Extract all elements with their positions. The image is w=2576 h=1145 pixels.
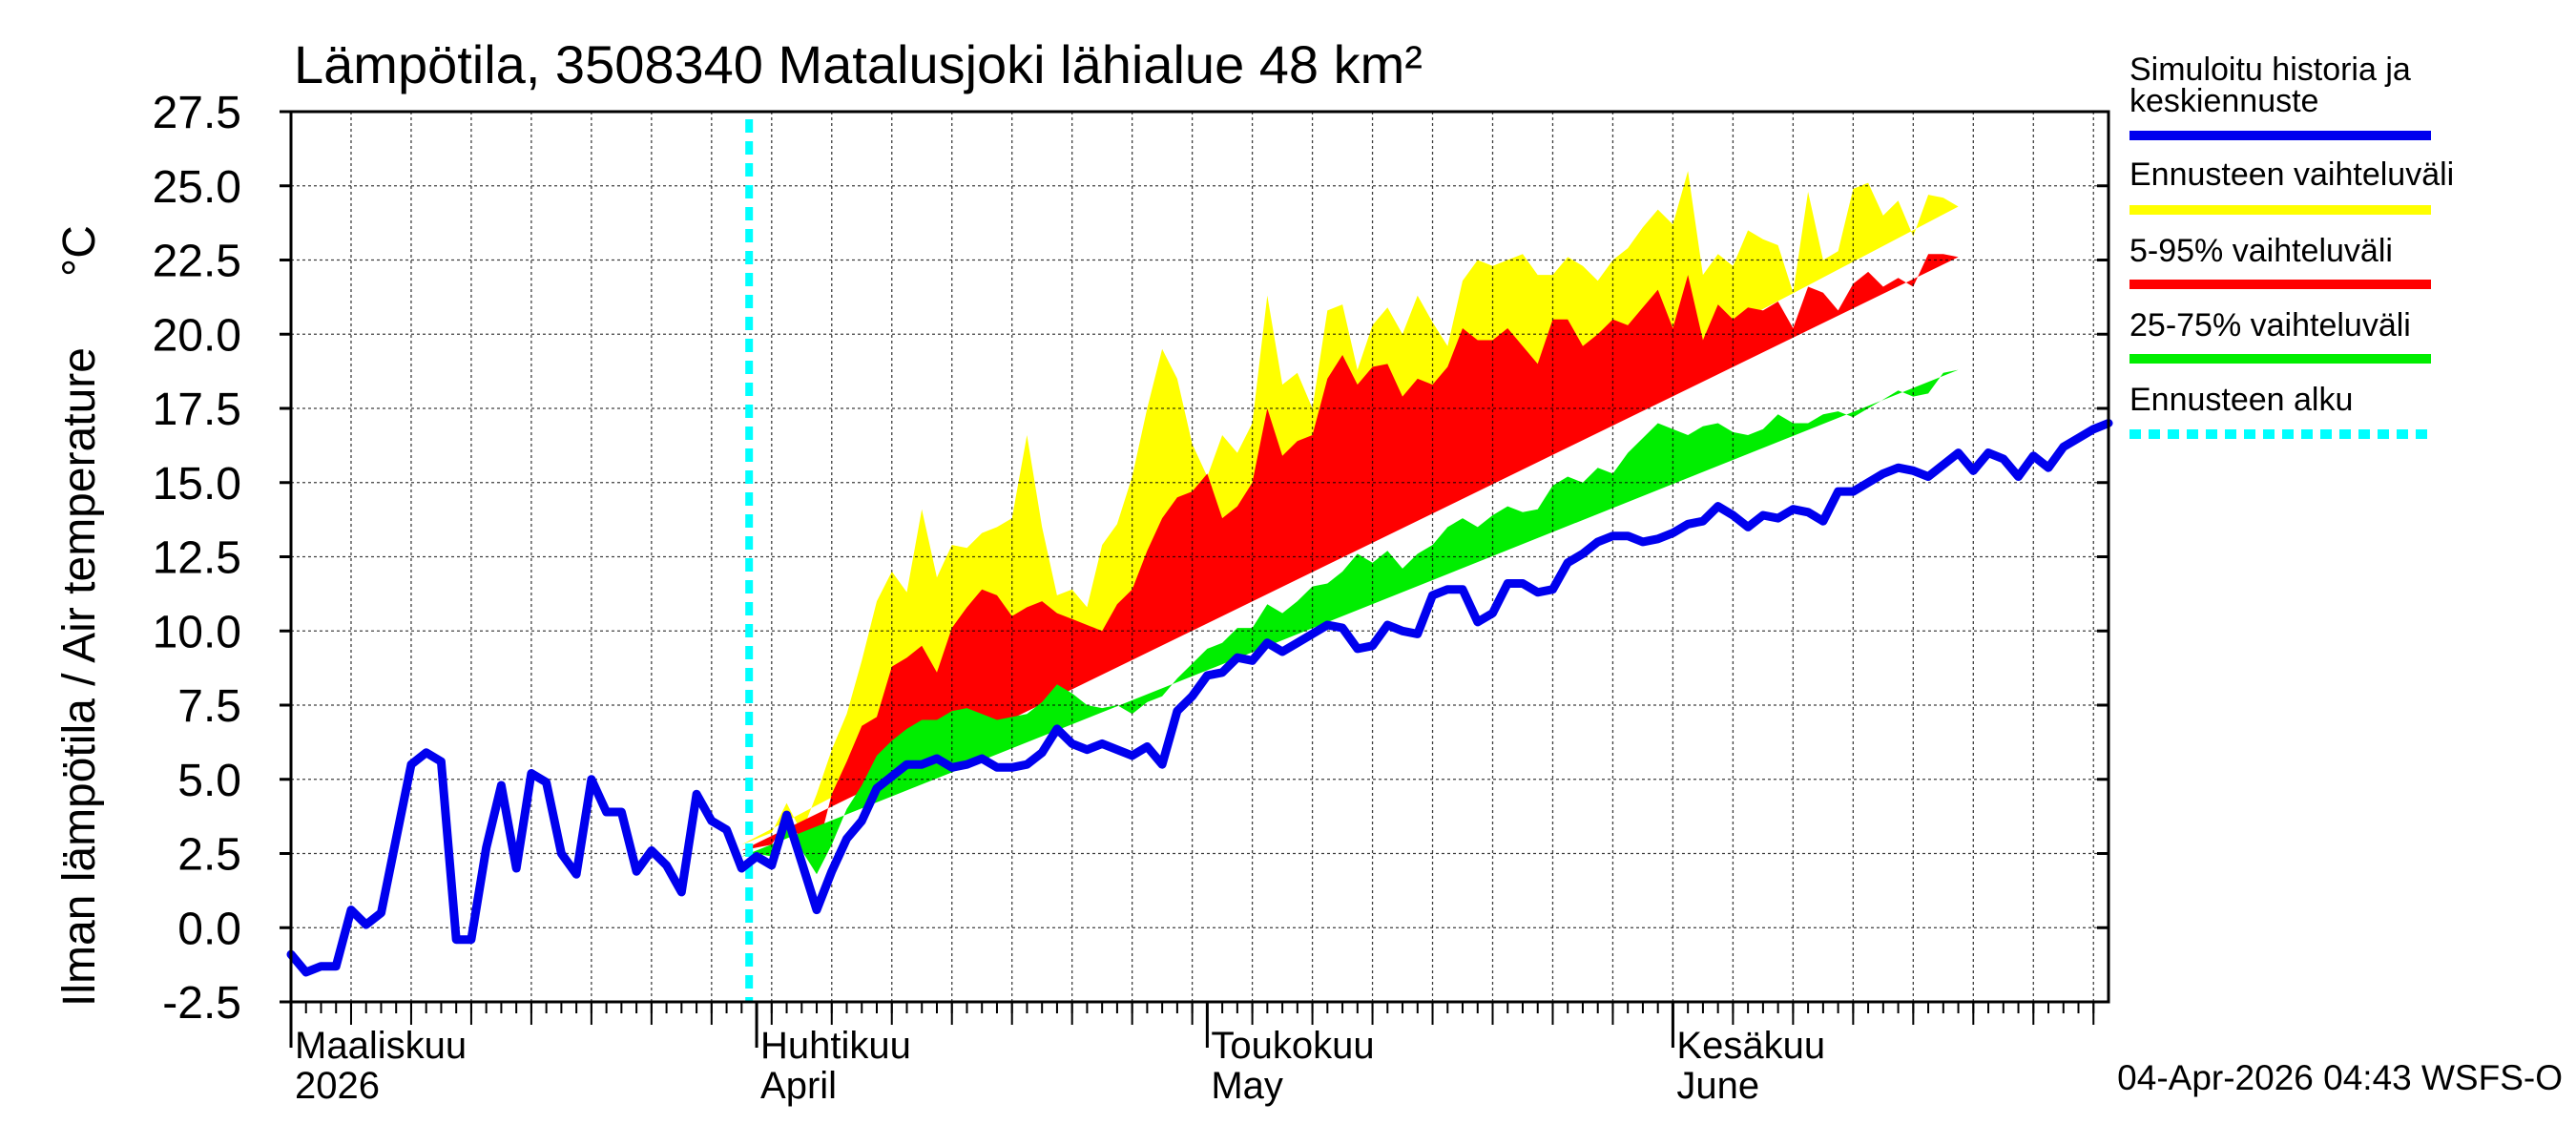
series-lines (286, 119, 2113, 1002)
legend: Simuloitu historia ja keskiennuste Ennuste… (2129, 52, 2454, 439)
y-tick-label: 17.5 (153, 385, 241, 435)
month-label-en: June (1676, 1065, 1759, 1107)
axes: -2.5 0.0 2.5 5.0 7.5 10.0 12.5 15.0 17.5 20.0 22.5… (153, 88, 2110, 1107)
y-tick-label: 12.5 (153, 533, 241, 584)
y-tick-label: 7.5 (177, 681, 241, 732)
chart-title: Lämpötila, 3508340 Matalusjoki lähialue … (294, 34, 1423, 94)
y-tick-label: 5.0 (177, 756, 241, 806)
legend-label-1: Ennusteen vaihteluväli (2129, 156, 2454, 193)
y-tick-label: 25.0 (153, 162, 241, 213)
y-axis-label: Ilman lämpötila / Air temperature (54, 347, 105, 1007)
timestamp-footer: 04-Apr-2026 04:43 WSFS-O (2117, 1058, 2563, 1097)
month-label-fi: Kesäkuu (1676, 1025, 1825, 1067)
y-tick-label: 27.5 (153, 88, 241, 138)
legend-label-0: Simuloitu historia ja keskiennuste (2129, 52, 2411, 119)
month-label-en: 2026 (295, 1065, 380, 1107)
forecast-bands (741, 171, 1959, 875)
y-tick-label: 20.0 (153, 310, 241, 361)
month-label-fi: Maaliskuu (295, 1025, 467, 1067)
y-tick-label: 15.0 (153, 459, 241, 510)
y-tick-label: 0.0 (177, 904, 241, 954)
month-label-fi: Huhtikuu (760, 1025, 911, 1067)
y-axis-unit: °C (54, 225, 105, 277)
y-tick-label: 22.5 (153, 237, 241, 287)
median-forecast-line (887, 419, 2113, 781)
band-1 (741, 254, 1959, 854)
legend-label-2: 5-95% vaihteluväli (2129, 233, 2393, 269)
history-line (286, 748, 897, 977)
legend-label-4: Ennusteen alku (2129, 382, 2353, 418)
legend-label-3: 25-75% vaihteluväli (2129, 307, 2411, 344)
month-label-en: May (1211, 1065, 1283, 1107)
month-label-fi: Toukokuu (1211, 1025, 1374, 1067)
month-label-en: April (760, 1065, 837, 1107)
y-tick-label: 10.0 (153, 607, 241, 657)
y-tick-label: -2.5 (162, 978, 241, 1029)
y-tick-label: 2.5 (177, 830, 241, 881)
